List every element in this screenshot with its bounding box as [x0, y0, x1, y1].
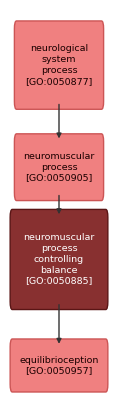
FancyBboxPatch shape — [10, 209, 108, 310]
FancyBboxPatch shape — [14, 134, 104, 200]
FancyBboxPatch shape — [10, 339, 108, 392]
Text: neuromuscular
process
controlling
balance
[GO:0050885]: neuromuscular process controlling balanc… — [23, 234, 95, 285]
Text: neurological
system
process
[GO:0050877]: neurological system process [GO:0050877] — [25, 45, 93, 86]
Text: equilibrioception
[GO:0050957]: equilibrioception [GO:0050957] — [19, 355, 99, 375]
Text: neuromuscular
process
[GO:0050905]: neuromuscular process [GO:0050905] — [23, 152, 95, 182]
FancyBboxPatch shape — [14, 21, 104, 109]
